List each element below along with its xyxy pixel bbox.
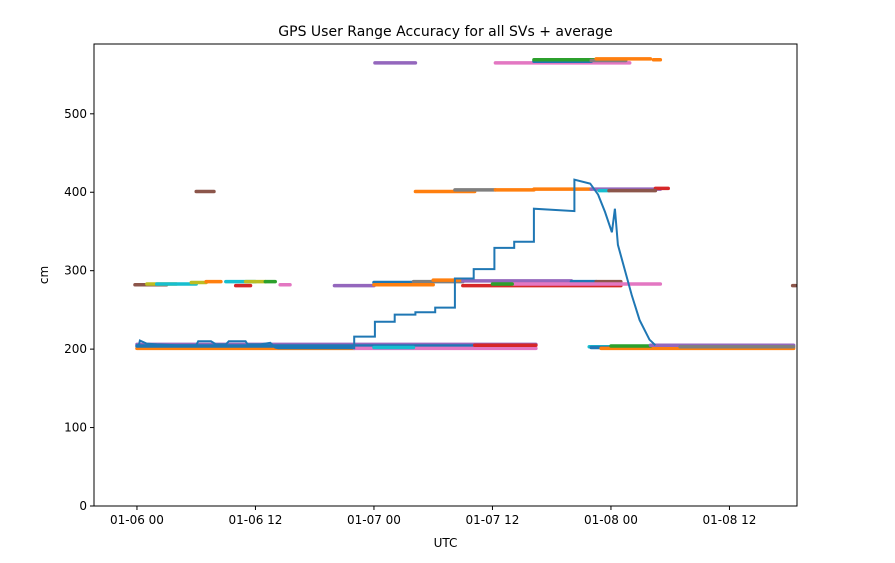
x-axis: 01-06 00 01-06 12 01-07 00 01-07 12 01-08 00… — [110, 506, 756, 527]
chart-title: GPS User Range Accuracy for all SVs + av… — [278, 24, 612, 40]
x-tick-label: 01-06 12 — [228, 513, 282, 527]
y-tick-label: 400 — [64, 185, 87, 199]
y-axis-label: cm — [37, 266, 51, 284]
x-axis-label: UTC — [434, 536, 458, 550]
y-tick-label: 500 — [64, 107, 87, 121]
y-tick-label: 0 — [79, 499, 87, 513]
average-line — [136, 178, 657, 350]
y-tick-label: 200 — [64, 342, 87, 356]
y-tick-label: 100 — [64, 421, 87, 435]
y-tick-label: 300 — [64, 264, 87, 278]
x-tick-label: 01-06 00 — [110, 513, 164, 527]
x-tick-label: 01-07 00 — [347, 513, 401, 527]
x-tick-label: 01-08 12 — [702, 513, 756, 527]
y-axis: 0 100 200 300 400 500 — [64, 107, 94, 513]
x-tick-label: 01-08 00 — [584, 513, 638, 527]
sv-series — [133, 57, 798, 351]
plot-frame — [93, 43, 798, 507]
x-tick-label: 01-07 12 — [465, 513, 519, 527]
